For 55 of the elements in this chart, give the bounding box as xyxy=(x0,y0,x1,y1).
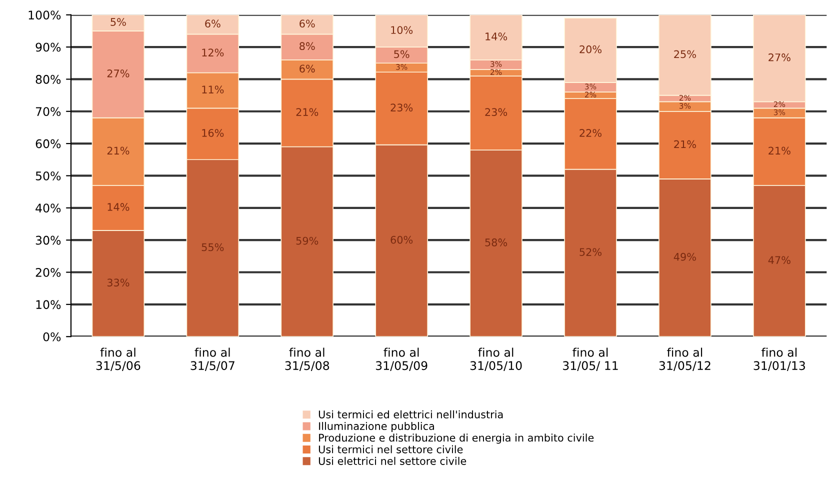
data-label: 49% xyxy=(674,252,696,261)
y-tick-label: 30% xyxy=(36,236,61,245)
data-label: 5% xyxy=(110,18,126,26)
data-label: 27% xyxy=(768,53,790,62)
data-label: 59% xyxy=(296,236,318,245)
legend-label: Usi termici ed elettrici nell'industria xyxy=(318,410,503,418)
data-label: 14% xyxy=(108,203,130,211)
data-label: 5% xyxy=(394,50,410,58)
data-label: 55% xyxy=(202,243,224,252)
legend-label: Usi termici nel settore civile xyxy=(318,445,463,454)
data-label: 22% xyxy=(580,129,602,137)
data-label: 58% xyxy=(485,238,508,246)
data-label: 21% xyxy=(768,146,790,155)
y-tick-label: 60% xyxy=(36,139,61,148)
data-label: 60% xyxy=(390,236,413,244)
data-label: 14% xyxy=(486,32,508,40)
data-label: 27% xyxy=(107,70,130,78)
data-label: 11% xyxy=(202,86,224,94)
data-label: 10% xyxy=(391,26,413,34)
x-tick-label: fino al 31/5/08 xyxy=(285,348,330,371)
legend-label: Illuminazione pubblica xyxy=(319,422,434,432)
x-tick-label: fino al 31/05/09 xyxy=(376,348,428,371)
x-tick-label: fino al 31/5/06 xyxy=(96,348,140,371)
data-label: 25% xyxy=(674,50,696,58)
data-label: 6% xyxy=(300,20,315,28)
data-label: 6% xyxy=(205,20,220,28)
data-label: 6% xyxy=(300,64,315,73)
data-label: 23% xyxy=(390,104,413,112)
y-tick-label: 20% xyxy=(36,268,61,277)
y-tick-label: 90% xyxy=(36,42,61,52)
x-tick-label: fino al 31/05/10 xyxy=(470,348,522,371)
data-label: 21% xyxy=(674,140,696,148)
y-tick-label: 10% xyxy=(36,300,61,310)
data-label: 52% xyxy=(580,248,602,256)
data-label: 23% xyxy=(485,108,508,116)
x-tick-label: fino al 31/05/ 11 xyxy=(563,348,618,371)
legend-label: Usi elettrici nel settore civile xyxy=(318,456,466,465)
y-tick-label: 0% xyxy=(43,332,61,342)
y-tick-label: 70% xyxy=(36,107,61,116)
y-tick-label: 80% xyxy=(36,74,61,84)
data-label: 20% xyxy=(580,45,602,54)
data-label: 8% xyxy=(300,42,315,50)
x-tick-label: fino al 31/05/12 xyxy=(659,348,710,371)
y-tick-label: 40% xyxy=(36,204,61,213)
data-label: 33% xyxy=(107,278,130,287)
data-label: 16% xyxy=(202,129,224,137)
x-tick-label: fino al 31/5/07 xyxy=(190,348,234,371)
data-label: 47% xyxy=(768,256,790,264)
data-label: 21% xyxy=(107,146,130,155)
x-tick-label: fino al 31/01/13 xyxy=(754,348,805,371)
data-label: 12% xyxy=(202,48,224,56)
y-tick-label: 50% xyxy=(36,171,61,180)
y-tick-label: 100% xyxy=(28,10,61,20)
data-label: 21% xyxy=(296,108,318,116)
legend-label: Produzione e distribuzione di energia in ambito civile xyxy=(319,434,594,444)
